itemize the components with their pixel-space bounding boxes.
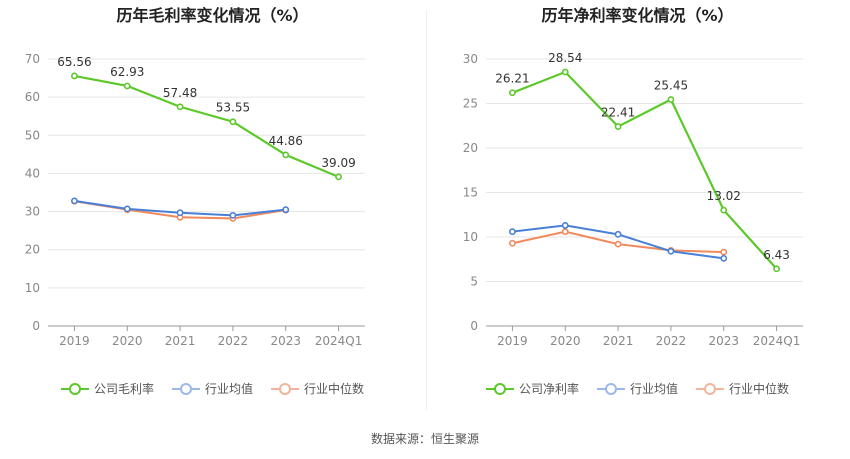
- net-margin-chart: 0 5 10 15 20 25 30 2019 2020 2021 2022 2023 2024Q1 26…: [463, 51, 803, 348]
- chart-legend: 公司净利率 行业均值 行业中位数: [425, 380, 850, 397]
- x-tick-label: 2022: [218, 334, 249, 348]
- data-label: 28.54: [548, 51, 582, 65]
- data-label: 62.93: [110, 65, 144, 79]
- data-point: [667, 96, 675, 103]
- y-tick-label: 20: [463, 141, 478, 155]
- legend-marker-icon: [696, 382, 724, 395]
- data-label: 6.43: [763, 248, 790, 262]
- legend-item[interactable]: 行业中位数: [696, 380, 789, 397]
- x-tick-label: 2019: [497, 334, 528, 348]
- data-label: 13.02: [707, 189, 741, 203]
- y-tick-label: 60: [25, 90, 40, 104]
- y-tick-label: 30: [25, 205, 40, 219]
- data-label: 44.86: [269, 134, 303, 148]
- legend-item[interactable]: 行业均值: [596, 380, 678, 397]
- data-label: 53.55: [216, 101, 250, 115]
- y-tick-label: 70: [25, 52, 40, 66]
- x-tick-label: 2021: [165, 334, 196, 348]
- legend-item[interactable]: 行业中位数: [271, 380, 364, 397]
- x-tick-label: 2023: [270, 334, 301, 348]
- data-point: [71, 197, 78, 205]
- legend-marker-icon: [485, 382, 514, 395]
- legend-label: 公司毛利率: [93, 382, 154, 396]
- data-point: [509, 89, 516, 97]
- legend-label: 公司净利率: [518, 382, 579, 396]
- x-tick-label: 2024Q1: [315, 334, 363, 348]
- x-tick-label: 2022: [656, 334, 687, 348]
- y-tick-label: 10: [25, 281, 40, 295]
- legend-marker-icon: [596, 382, 625, 395]
- x-tick-label: 2023: [708, 334, 739, 348]
- data-point: [335, 173, 342, 181]
- data-point: [720, 254, 728, 262]
- data-point: [667, 247, 675, 255]
- legend-marker-icon: [271, 382, 299, 395]
- legend-item[interactable]: 公司毛利率: [60, 380, 154, 397]
- data-point: [176, 209, 184, 217]
- data-point: [614, 240, 622, 248]
- legend-item[interactable]: 行业均值: [171, 380, 253, 397]
- chart-legend: 公司毛利率 行业均值 行业中位数: [0, 380, 425, 397]
- y-tick-label: 40: [25, 166, 40, 180]
- y-tick-label: 50: [25, 128, 40, 142]
- data-point: [282, 151, 290, 159]
- chart-title: 历年净利率变化情况（%）: [541, 6, 734, 25]
- data-point: [229, 211, 237, 219]
- panel-divider: [426, 10, 427, 410]
- x-tick-label: 2021: [603, 334, 634, 348]
- x-tick-label: 2024Q1: [753, 334, 801, 348]
- data-point: [71, 72, 78, 80]
- data-point: [561, 222, 569, 229]
- data-point: [509, 239, 516, 247]
- legend-label: 行业均值: [204, 382, 253, 396]
- data-point: [614, 123, 622, 130]
- y-tick-label: 10: [463, 230, 478, 244]
- gross-margin-chart: 0 10 20 30 40 50 60 70 2019 2020 2021 2022 2023 2024Q…: [25, 52, 365, 348]
- legend-label: 行业中位数: [729, 382, 790, 396]
- data-label: 65.56: [57, 55, 91, 69]
- legend-marker-icon: [171, 382, 200, 395]
- y-tick-label: 5: [470, 275, 478, 289]
- net-margin-panel: 历年净利率变化情况（%） 0 5 10 15 20 25 30 2019 2020 2021 202…: [425, 0, 850, 410]
- data-label: 26.21: [495, 72, 529, 86]
- y-tick-label: 15: [463, 186, 478, 200]
- legend-label: 行业均值: [629, 382, 678, 396]
- data-point: [509, 228, 516, 236]
- y-tick-label: 0: [470, 319, 478, 333]
- data-point: [561, 68, 569, 76]
- data-point: [720, 206, 728, 214]
- x-tick-label: 2020: [550, 334, 581, 348]
- y-tick-label: 25: [463, 97, 478, 111]
- gross-margin-panel: 历年毛利率变化情况（%） 0 10 20 30 40 50 60 70 2019 2020 2021…: [0, 0, 425, 410]
- data-label: 57.48: [163, 86, 197, 100]
- data-point: [176, 103, 184, 111]
- y-tick-label: 20: [25, 243, 40, 257]
- data-point: [123, 82, 131, 90]
- series-line: [74, 74, 340, 178]
- data-label: 39.09: [321, 156, 355, 170]
- data-point: [229, 118, 237, 126]
- data-point: [561, 228, 569, 236]
- data-point: [773, 265, 780, 273]
- legend-label: 行业中位数: [304, 382, 365, 396]
- data-source-note: 数据来源：恒生聚源: [370, 432, 479, 446]
- chart-title: 历年毛利率变化情况（%）: [116, 6, 309, 25]
- legend-marker-icon: [60, 382, 89, 395]
- y-tick-label: 30: [463, 52, 478, 66]
- data-point: [123, 205, 131, 213]
- data-point: [282, 206, 290, 214]
- data-point: [720, 248, 728, 256]
- data-label: 22.41: [601, 106, 635, 120]
- data-label: 25.45: [654, 78, 688, 92]
- x-tick-label: 2019: [59, 334, 90, 348]
- series-line: [512, 70, 778, 270]
- legend-item[interactable]: 公司净利率: [485, 380, 579, 397]
- y-tick-label: 0: [32, 319, 40, 333]
- x-tick-label: 2020: [112, 334, 143, 348]
- data-point: [614, 230, 622, 238]
